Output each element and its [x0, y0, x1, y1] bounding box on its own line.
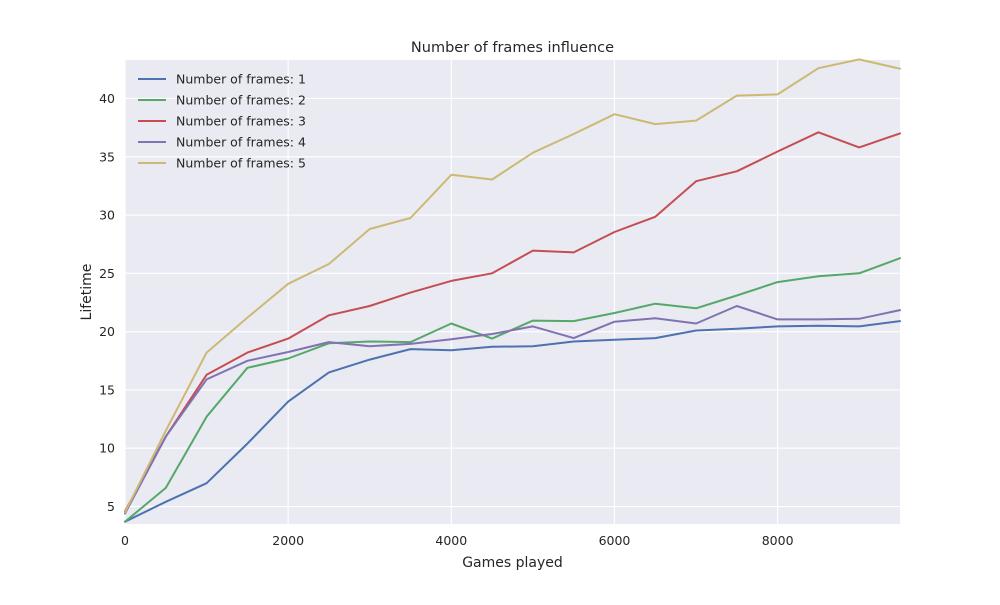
grid-lines	[124, 60, 900, 524]
x-tick-label: 4000	[435, 533, 467, 548]
series-line-4	[124, 305, 901, 515]
x-tick-label: 6000	[599, 533, 631, 548]
y-tick-label: 30	[99, 208, 115, 223]
y-tick-label: 15	[99, 382, 115, 397]
legend-label: Number of frames: 5	[176, 156, 306, 171]
tick-labels: 0 2000 4000 6000 8000 5 10 15 20 25 30 35 40	[99, 91, 793, 548]
legend-label: Number of frames: 4	[176, 135, 306, 150]
legend-item: Number of frames: 1	[138, 72, 306, 87]
legend-label: Number of frames: 1	[176, 72, 306, 87]
y-tick-label: 5	[107, 499, 115, 514]
legend: Number of frames: 1 Number of frames: 2 Nu…	[138, 72, 306, 171]
chart-title: Number of frames influence	[411, 40, 614, 56]
y-tick-label: 25	[99, 266, 115, 281]
y-tick-label: 40	[99, 91, 115, 106]
legend-item: Number of frames: 2	[138, 93, 306, 108]
legend-label: Number of frames: 3	[176, 114, 306, 129]
x-tick-label: 8000	[762, 533, 794, 548]
x-axis-label: Games played	[462, 555, 563, 571]
y-tick-label: 10	[99, 441, 115, 456]
series-line-5	[124, 58, 901, 514]
series-line-1	[124, 320, 901, 523]
legend-item: Number of frames: 3	[138, 114, 306, 129]
legend-label: Number of frames: 2	[176, 93, 306, 108]
plot-area	[125, 60, 900, 524]
y-axis-label: Lifetime	[79, 264, 95, 321]
x-tick-label: 2000	[272, 533, 304, 548]
legend-item: Number of frames: 4	[138, 135, 306, 150]
x-tick-label: 0	[121, 533, 129, 548]
legend-item: Number of frames: 5	[138, 156, 306, 171]
series-lines	[124, 58, 901, 523]
y-tick-label: 35	[99, 149, 115, 164]
series-line-3	[124, 131, 901, 513]
y-tick-label: 20	[99, 324, 115, 339]
